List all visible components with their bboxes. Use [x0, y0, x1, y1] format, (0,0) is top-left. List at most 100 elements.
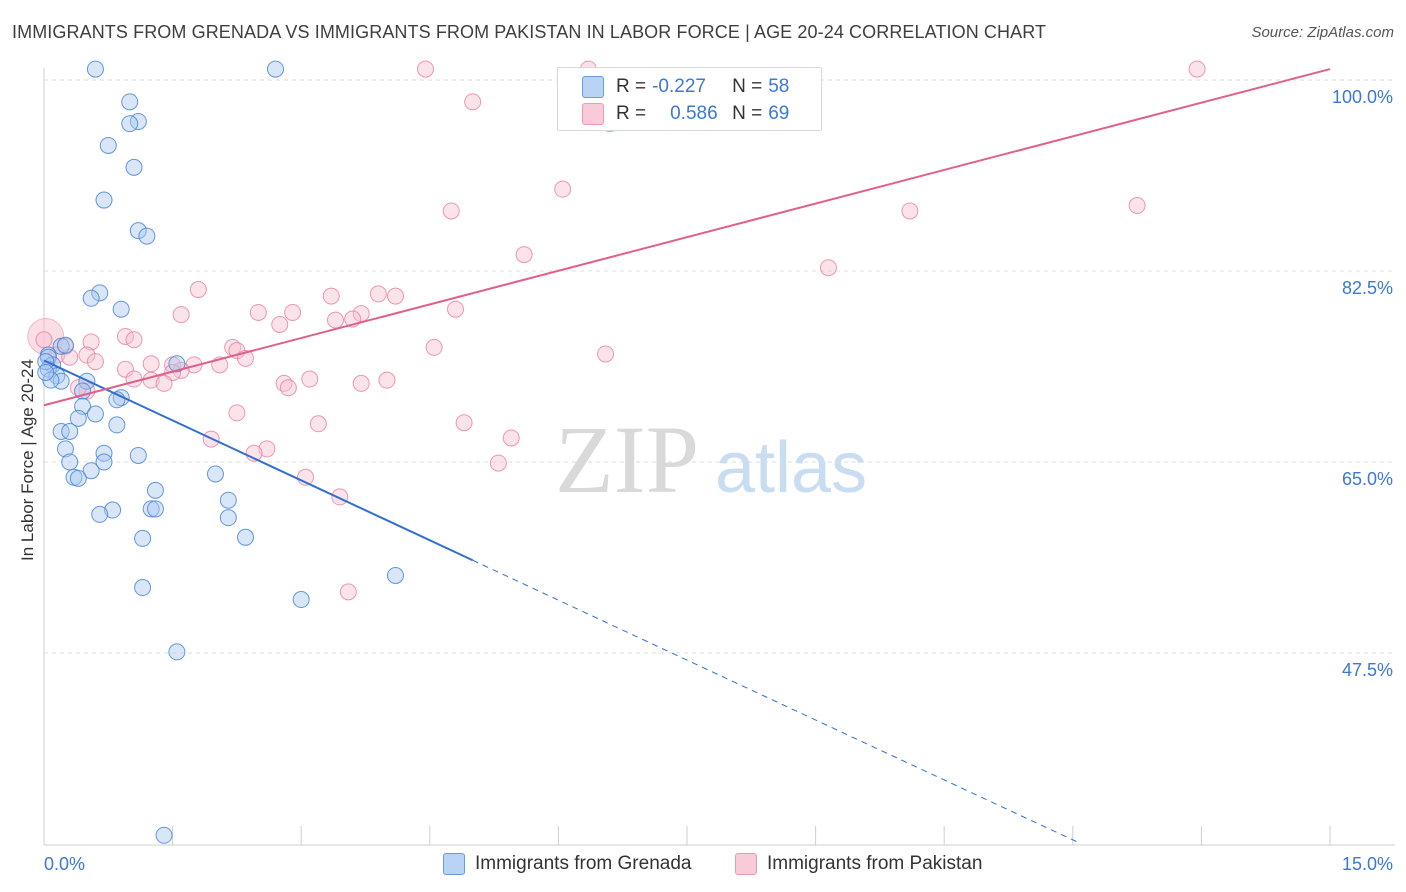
pakistan-point	[82, 333, 100, 351]
watermark-atlas: atlas	[715, 428, 867, 508]
pakistan-point	[279, 379, 297, 397]
pakistan-point	[369, 285, 387, 303]
pakistan-point	[455, 414, 473, 432]
pakistan-point	[322, 287, 340, 305]
pakistan-legend-label: Immigrants from Pakistan	[767, 853, 983, 874]
legend-r-label: R =	[616, 76, 647, 97]
grenada-point	[168, 355, 186, 373]
grenada-swatch	[582, 76, 604, 98]
y-tick-label: 82.5%	[1342, 278, 1393, 298]
axes	[43, 68, 1395, 846]
grenada-point	[86, 405, 104, 423]
grenada-point	[155, 826, 173, 844]
watermark: ZIP atlas	[555, 406, 867, 513]
legend-r-label: R =	[616, 103, 647, 124]
grenada-point	[61, 422, 79, 440]
pakistan-point	[78, 346, 96, 364]
bottom-legend-pakistan: Immigrants from Pakistan	[735, 852, 982, 876]
pakistan-point	[301, 370, 319, 388]
pakistan-point	[352, 374, 370, 392]
pakistan-point	[464, 93, 482, 111]
pakistan-point	[597, 345, 615, 363]
pakistan-trend-line	[43, 68, 1331, 407]
pakistan-point	[116, 360, 134, 378]
pakistan-point	[819, 259, 837, 277]
pakistan-point	[125, 370, 143, 388]
pakistan-point	[271, 315, 289, 333]
pakistan-point	[339, 583, 357, 601]
grenada-point	[134, 529, 152, 547]
stats-legend: R = -0.227 N = 58 R = 0.586 N = 69	[557, 67, 822, 131]
y-tick-label: 65.0%	[1342, 469, 1393, 489]
pakistan-point	[502, 429, 520, 447]
pakistan-point	[425, 338, 443, 356]
grenada-point	[69, 409, 87, 427]
pakistan-point	[901, 202, 919, 220]
y-tick-label: 100.0%	[1332, 87, 1393, 107]
legend-row-grenada: R = -0.227 N = 58	[582, 76, 789, 98]
grenada-trend-extension	[472, 559, 1078, 843]
grenada-point	[129, 446, 147, 464]
grenada-point	[134, 579, 152, 597]
grenada-point	[121, 93, 139, 111]
grenada-point	[142, 500, 160, 518]
grenada-point	[95, 453, 113, 471]
chart-title: IMMIGRANTS FROM GRENADA VS IMMIGRANTS FR…	[12, 22, 1047, 42]
pakistan-point	[442, 202, 460, 220]
legend-pakistan-r: 0.586	[670, 103, 718, 124]
x-tick-label: 0.0%	[44, 854, 85, 874]
watermark-zip: ZIP	[555, 406, 699, 513]
pakistan-point	[489, 454, 507, 472]
pakistan-point	[258, 440, 276, 458]
grenada-point	[56, 440, 74, 458]
pakistan-point	[189, 281, 207, 299]
grenada-point	[146, 500, 164, 518]
legend-grenada-r: -0.227	[652, 76, 706, 97]
grenada-point	[86, 60, 104, 78]
grenada-point	[129, 222, 147, 240]
pakistan-point	[27, 317, 65, 355]
grenada-point	[95, 444, 113, 462]
grenada-swatch	[443, 853, 465, 875]
trend-lines	[43, 68, 1331, 843]
pakistan-point	[249, 303, 267, 321]
grenada-point	[82, 462, 100, 480]
tick-labels: 47.5% 65.0% 82.5% 100.0% 0.0% 15.0%	[44, 87, 1393, 874]
grenada-point	[37, 364, 55, 382]
grenada-point	[292, 591, 310, 609]
grenada-point	[108, 416, 126, 434]
pakistan-point	[35, 331, 53, 349]
legend-n-label: N =	[732, 103, 763, 124]
pakistan-swatch	[735, 853, 757, 875]
grenada-points	[37, 60, 405, 844]
pakistan-point	[554, 180, 572, 198]
grenada-point	[91, 284, 109, 302]
grenada-trend-line	[43, 359, 474, 562]
y-axis-label: In Labor Force | Age 20-24	[18, 359, 37, 561]
pakistan-point	[155, 374, 173, 392]
pakistan-point	[447, 300, 465, 318]
legend-pakistan-n: 69	[768, 103, 790, 124]
pakistan-point	[142, 355, 160, 373]
grenada-point	[387, 567, 405, 585]
grenada-point	[236, 528, 254, 546]
grenada-point	[219, 491, 237, 509]
grenada-point	[138, 227, 156, 245]
legend-grenada-n: 58	[768, 76, 790, 97]
pakistan-point	[125, 331, 143, 349]
legend-row-pakistan: R = 0.586 N = 69	[582, 103, 789, 125]
source-label: Source: ZipAtlas.com	[1251, 24, 1394, 41]
pakistan-point	[387, 287, 405, 305]
grenada-point	[146, 481, 164, 499]
grenada-point	[52, 422, 70, 440]
pakistan-point	[116, 327, 134, 345]
grenada-point	[91, 505, 109, 523]
grenada-point	[61, 453, 79, 471]
pakistan-point	[228, 404, 246, 422]
pakistan-point	[417, 60, 435, 78]
pakistan-points	[27, 60, 1206, 601]
grenada-point	[69, 469, 87, 487]
pakistan-point	[86, 353, 104, 371]
pakistan-point	[515, 246, 533, 264]
grenada-point	[95, 191, 113, 209]
